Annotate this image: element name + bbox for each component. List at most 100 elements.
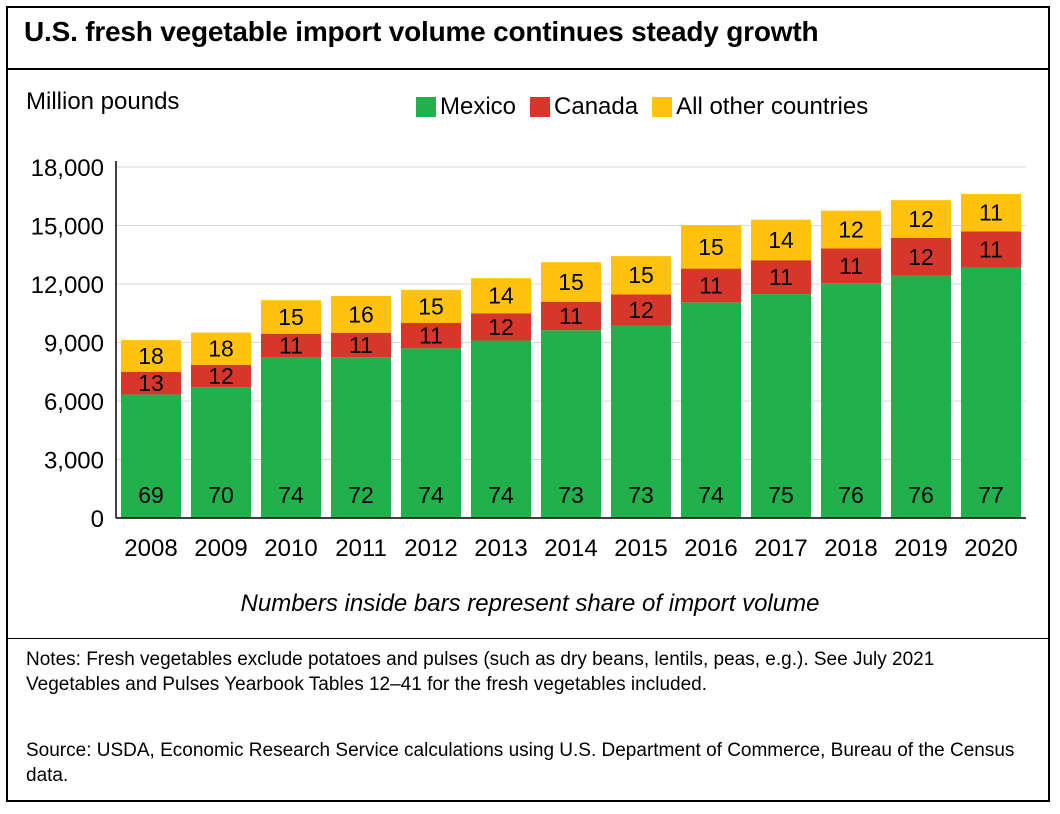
bar-2011-mexico xyxy=(331,357,391,518)
bar-2018-mexico xyxy=(821,283,881,518)
share-label-2009-mexico: 70 xyxy=(208,482,234,508)
legend-swatch-other xyxy=(652,97,673,117)
x-tick-label-2012: 2012 xyxy=(404,535,457,562)
legend-label-canada: Canada xyxy=(554,93,639,120)
bar-2013-all-other-countries xyxy=(471,278,531,314)
x-tick-label-2018: 2018 xyxy=(824,535,877,562)
bar-2015-canada xyxy=(611,294,671,326)
share-label-2015-mexico: 73 xyxy=(628,482,654,508)
bar-2014-canada xyxy=(541,301,601,331)
bar-2011-all-other-countries xyxy=(331,295,391,333)
bar-2013-canada xyxy=(471,313,531,341)
chart-legend: Mexico Canada All other countries xyxy=(416,93,882,121)
share-label-2008-canada: 13 xyxy=(138,370,164,396)
bar-2015-all-other-countries xyxy=(611,256,671,295)
legend-item-canada: Canada xyxy=(530,93,638,121)
y-axis-unit-label: Million pounds xyxy=(26,88,180,115)
bar-2020-canada xyxy=(961,231,1021,268)
share-label-2018-canada: 11 xyxy=(839,253,863,279)
share-label-2015-canada: 12 xyxy=(628,297,654,323)
x-tick-label-2019: 2019 xyxy=(894,535,947,562)
bar-2018-canada xyxy=(821,248,881,284)
legend-item-other: All other countries xyxy=(652,93,868,121)
bar-2019-canada xyxy=(891,237,951,276)
legend-swatch-mexico xyxy=(416,97,436,117)
share-label-2013-canada: 12 xyxy=(488,314,514,340)
bar-2009-all-other-countries xyxy=(191,332,251,365)
y-tick-label-9000: 9,000 xyxy=(44,331,104,358)
notes-text: Notes: Fresh vegetables exclude potatoes… xyxy=(26,649,935,695)
share-label-2014-canada: 11 xyxy=(559,303,583,329)
x-tick-label-2017: 2017 xyxy=(754,535,807,562)
share-label-2015-all-other-countries: 15 xyxy=(628,262,654,288)
share-label-2016-mexico: 74 xyxy=(698,482,724,508)
y-tick-label-12000: 12,000 xyxy=(31,272,104,299)
bar-2012-all-other-countries xyxy=(401,289,461,323)
bar-2018-all-other-countries xyxy=(821,210,881,249)
x-tick-label-2015: 2015 xyxy=(614,535,667,562)
bar-2009-canada xyxy=(191,364,251,388)
bar-2017-canada xyxy=(751,260,811,295)
x-tick-label-2013: 2013 xyxy=(474,535,527,562)
y-tick-label-0: 0 xyxy=(91,506,104,533)
share-label-2019-all-other-countries: 12 xyxy=(908,206,934,232)
share-label-2011-all-other-countries: 16 xyxy=(348,301,374,327)
bar-2012-canada xyxy=(401,323,461,349)
bar-2016-all-other-countries xyxy=(681,225,741,269)
bar-2010-mexico xyxy=(261,357,321,518)
bar-2020-all-other-countries xyxy=(961,193,1021,232)
share-label-2017-mexico: 75 xyxy=(768,482,794,508)
share-label-2013-all-other-countries: 14 xyxy=(488,283,514,309)
share-label-2020-all-other-countries: 11 xyxy=(979,200,1003,226)
share-label-2016-all-other-countries: 15 xyxy=(698,234,724,260)
share-label-2018-all-other-countries: 12 xyxy=(838,217,864,243)
share-label-2011-canada: 11 xyxy=(349,332,373,358)
title-divider xyxy=(8,68,1048,70)
legend-item-mexico: Mexico xyxy=(416,93,516,121)
share-label-2019-canada: 12 xyxy=(908,244,934,270)
share-label-2014-all-other-countries: 15 xyxy=(558,269,584,295)
share-label-2008-mexico: 69 xyxy=(138,482,164,508)
x-tick-label-2011: 2011 xyxy=(335,535,387,562)
x-tick-label-2008: 2008 xyxy=(124,535,177,562)
bar-2011-canada xyxy=(331,332,391,358)
share-label-2010-canada: 11 xyxy=(279,333,303,359)
share-label-2012-canada: 11 xyxy=(419,323,443,349)
share-label-2017-canada: 11 xyxy=(769,264,793,290)
bar-2008-all-other-countries xyxy=(121,340,181,372)
y-tick-label-15000: 15,000 xyxy=(31,214,104,241)
bar-2010-all-other-countries xyxy=(261,300,321,334)
share-label-2010-mexico: 74 xyxy=(278,482,304,508)
x-tick-label-2020: 2020 xyxy=(964,535,1017,562)
source-text: Source: USDA, Economic Research Service … xyxy=(26,740,1015,786)
share-label-2011-mexico: 72 xyxy=(348,482,374,508)
legend-label-other: All other countries xyxy=(676,93,869,120)
legend-label-mexico: Mexico xyxy=(440,93,517,120)
share-label-2016-canada: 11 xyxy=(699,272,723,298)
bar-2008-mexico xyxy=(121,394,181,518)
bar-2017-all-other-countries xyxy=(751,219,811,261)
bar-2014-mexico xyxy=(541,330,601,518)
y-tick-label-6000: 6,000 xyxy=(44,389,104,416)
x-tick-label-2009: 2009 xyxy=(194,535,247,562)
share-label-2008-all-other-countries: 18 xyxy=(138,343,164,369)
y-tick-label-3000: 3,000 xyxy=(44,448,104,475)
chart-title: U.S. fresh vegetable import volume conti… xyxy=(24,16,819,47)
chart-annotation: Numbers inside bars represent share of i… xyxy=(240,590,820,617)
share-label-2009-all-other-countries: 18 xyxy=(208,336,234,362)
share-label-2012-mexico: 74 xyxy=(418,482,444,508)
bar-2012-mexico xyxy=(401,348,461,518)
bar-2017-mexico xyxy=(751,294,811,518)
bar-2009-mexico xyxy=(191,387,251,518)
bar-2010-canada xyxy=(261,333,321,358)
legend-swatch-canada xyxy=(530,97,551,117)
share-label-2020-canada: 11 xyxy=(979,236,1003,262)
notes-divider xyxy=(8,638,1048,639)
share-label-2010-all-other-countries: 15 xyxy=(278,304,304,330)
x-tick-label-2014: 2014 xyxy=(544,535,597,562)
share-label-2018-mexico: 76 xyxy=(838,482,864,508)
share-label-2017-all-other-countries: 14 xyxy=(768,227,794,253)
bar-2015-mexico xyxy=(611,325,671,518)
bar-2019-mexico xyxy=(891,275,951,518)
